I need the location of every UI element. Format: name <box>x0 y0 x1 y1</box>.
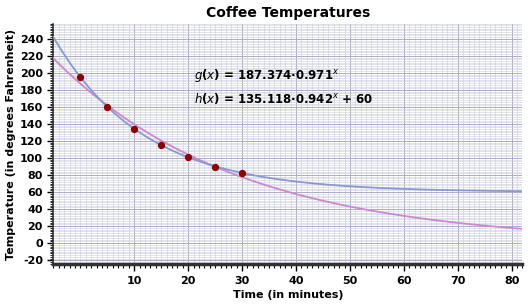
Point <box>103 104 111 109</box>
Point <box>157 143 165 148</box>
Point <box>238 171 247 176</box>
Y-axis label: Temperature (in degrees Fahrenheit): Temperature (in degrees Fahrenheit) <box>6 28 15 259</box>
Text: $\it{g}$($\it{x}$) = 187.374·0.971$^{x}$: $\it{g}$($\it{x}$) = 187.374·0.971$^{x}$ <box>194 67 340 84</box>
X-axis label: Time (in minutes): Time (in minutes) <box>233 290 343 300</box>
Point <box>184 155 192 160</box>
Title: Coffee Temperatures: Coffee Temperatures <box>206 6 370 20</box>
Text: $\it{h}$($\it{x}$) = 135.118·0.942$^{x}$ + 60: $\it{h}$($\it{x}$) = 135.118·0.942$^{x}$… <box>194 91 373 106</box>
Point <box>211 164 219 169</box>
Point <box>130 127 138 132</box>
Point <box>76 75 84 80</box>
